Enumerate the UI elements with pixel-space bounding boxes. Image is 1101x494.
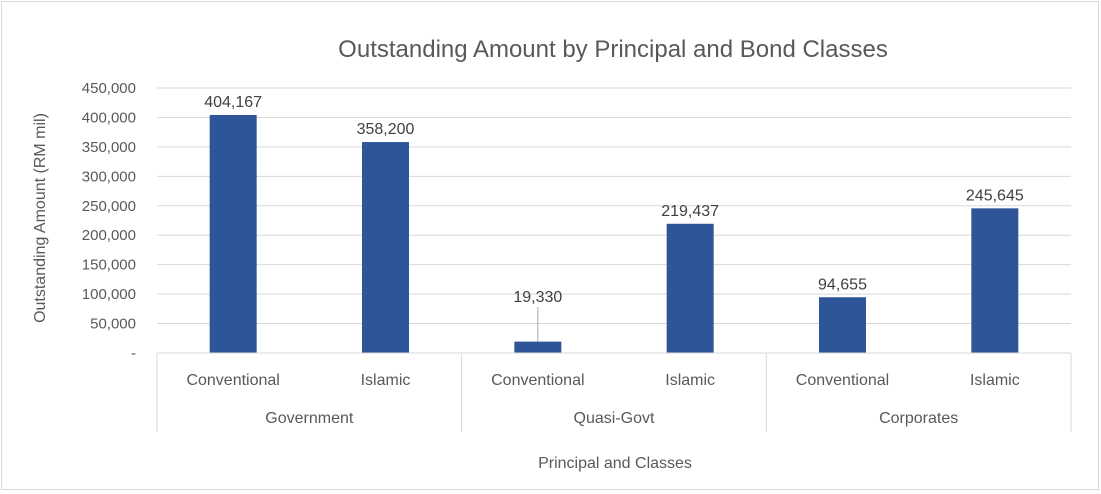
bar (819, 297, 866, 353)
data-label: 19,330 (513, 289, 562, 306)
x-tick-label: Conventional (491, 372, 584, 389)
data-label: 404,167 (204, 94, 262, 111)
y-tick-label: 200,000 (82, 227, 136, 244)
x-tick-label: Islamic (970, 372, 1020, 389)
x-tick-label: Islamic (361, 372, 411, 389)
bar (514, 341, 562, 353)
bar (971, 208, 1019, 353)
data-label: 245,645 (966, 187, 1024, 204)
gridlines (157, 87, 1071, 325)
data-label: 94,655 (818, 276, 867, 293)
x-tick-label: Conventional (796, 372, 889, 389)
bar (362, 142, 409, 353)
bar (209, 114, 257, 354)
y-tick-label: - (131, 345, 136, 362)
group-label: Government (265, 410, 354, 427)
y-tick-label: 350,000 (82, 139, 136, 156)
group-label: Corporates (879, 410, 958, 427)
bar (666, 223, 714, 353)
y-tick-label: 100,000 (82, 286, 136, 303)
x-axis: Conventional Islamic Conventional Islamic Co… (156, 352, 1072, 432)
y-tick-label: 450,000 (82, 80, 136, 97)
y-tick-label: 150,000 (82, 257, 136, 274)
group-label: Quasi-Govt (574, 410, 655, 427)
bars (209, 114, 1019, 354)
x-tick-label: Conventional (186, 372, 279, 389)
y-axis-tick-labels: - 50,000 100,000 150,000 200,000 250,000 300,0… (82, 80, 136, 362)
y-tick-label: 400,000 (82, 109, 136, 126)
y-tick-label: 250,000 (82, 198, 136, 215)
y-tick-label: 50,000 (90, 316, 136, 333)
x-tick-label: Islamic (665, 372, 715, 389)
data-label: 219,437 (661, 203, 719, 220)
x-axis-title: Principal and Classes (538, 455, 692, 472)
chart-title: Outstanding Amount by Principal and Bond… (338, 36, 888, 63)
data-labels: 404,167 358,200 19,330 219,437 94,655 245,645 (204, 94, 1024, 342)
y-axis-title: Outstanding Amount (RM mil) (32, 113, 49, 323)
data-label: 358,200 (357, 121, 415, 138)
y-tick-label: 300,000 (82, 168, 136, 185)
